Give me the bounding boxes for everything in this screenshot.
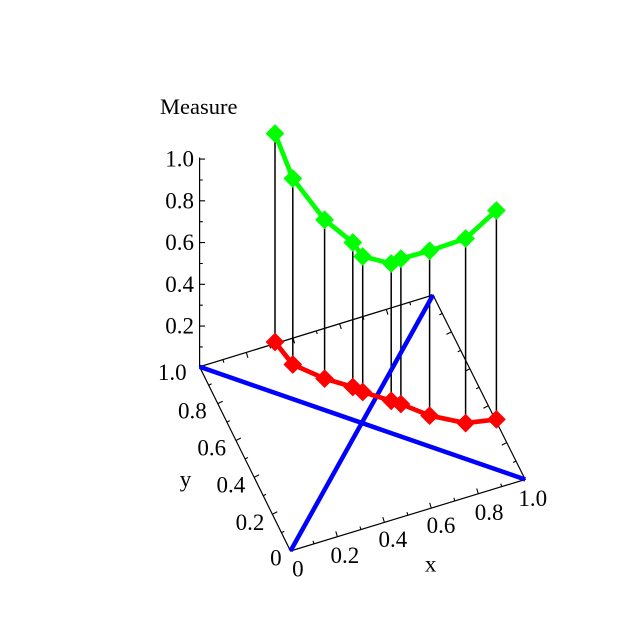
- svg-text:0.8: 0.8: [165, 188, 194, 213]
- svg-text:0.2: 0.2: [236, 510, 265, 535]
- svg-text:0.4: 0.4: [165, 272, 194, 297]
- svg-text:0.6: 0.6: [165, 230, 194, 255]
- svg-text:1.0: 1.0: [165, 147, 194, 172]
- svg-text:1.0: 1.0: [158, 360, 187, 385]
- svg-text:0: 0: [270, 545, 282, 570]
- svg-text:0.2: 0.2: [331, 543, 360, 568]
- svg-text:0.4: 0.4: [379, 527, 408, 552]
- svg-text:y: y: [180, 466, 192, 491]
- svg-text:0: 0: [292, 557, 304, 582]
- svg-text:0.4: 0.4: [217, 472, 246, 497]
- svg-text:0.6: 0.6: [197, 435, 226, 460]
- svg-text:0.8: 0.8: [475, 500, 504, 525]
- svg-text:0.6: 0.6: [427, 513, 456, 538]
- svg-text:Measure: Measure: [160, 94, 237, 119]
- svg-text:0.8: 0.8: [178, 399, 207, 424]
- svg-text:1.0: 1.0: [518, 486, 547, 511]
- svg-text:x: x: [425, 552, 437, 577]
- svg-text:0.2: 0.2: [165, 314, 194, 339]
